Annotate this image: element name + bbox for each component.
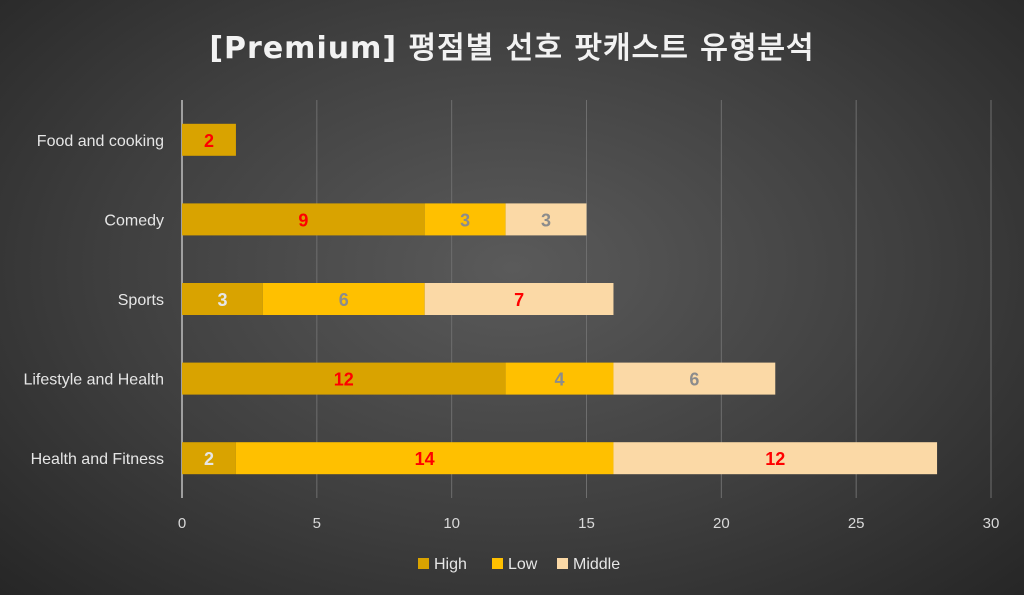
- data-label: 9: [298, 210, 308, 230]
- category-label: Health and Fitness: [31, 451, 164, 468]
- data-label: 3: [460, 210, 470, 230]
- bar-segment-middle: [613, 362, 776, 395]
- bar-segment-middle: [613, 442, 938, 475]
- category-label: Food and cooking: [37, 133, 164, 150]
- legend-swatch-middle: [557, 558, 568, 569]
- data-label: 7: [514, 290, 524, 310]
- bar-segment-high: [182, 123, 236, 156]
- legend-swatch-low: [492, 558, 503, 569]
- legend-label: Low: [508, 556, 538, 573]
- data-label: 6: [339, 290, 349, 310]
- x-tick-label: 15: [578, 515, 595, 532]
- legend-label: High: [434, 556, 467, 573]
- bars: [182, 123, 938, 475]
- x-tick-label: 0: [178, 515, 186, 532]
- data-label: 12: [765, 449, 785, 469]
- data-label: 3: [541, 210, 551, 230]
- category-label: Sports: [118, 292, 164, 309]
- x-tick-label: 25: [848, 515, 865, 532]
- bar-segment-low: [505, 362, 614, 395]
- x-tick-label: 30: [983, 515, 1000, 532]
- data-label: 6: [689, 370, 699, 390]
- bar-segment-high: [182, 442, 236, 475]
- bar-segment-middle: [424, 283, 614, 315]
- chart-title: [Premium] 평점별 선호 팟캐스트 유형분석: [209, 31, 814, 66]
- bar-segment-middle: [505, 203, 587, 236]
- gridlines: [181, 100, 992, 498]
- legend-label: Middle: [573, 556, 620, 573]
- category-labels: Food and cooking Comedy Sports Lifestyle an…: [23, 133, 164, 468]
- data-label: 4: [555, 370, 565, 390]
- category-label: Lifestyle and Health: [23, 372, 164, 389]
- x-tick-label: 5: [313, 515, 321, 532]
- bar-segment-high: [182, 203, 425, 236]
- legend-swatch-high: [418, 558, 429, 569]
- bar-segment-low: [235, 442, 614, 475]
- data-label: 3: [217, 290, 227, 310]
- bar-segment-high: [182, 283, 263, 315]
- legend: High Low Middle: [418, 556, 620, 573]
- x-axis-ticks: 0 5 10 15 20 25 30: [178, 515, 1000, 532]
- data-label: 2: [204, 449, 214, 469]
- data-label: 14: [415, 449, 435, 469]
- category-label: Comedy: [104, 212, 164, 229]
- x-tick-label: 20: [713, 515, 730, 532]
- bar-segment-high: [182, 362, 506, 395]
- data-label: 12: [334, 370, 354, 390]
- bar-segment-low: [262, 283, 425, 315]
- data-labels: 2 9 3 3 3 6 7 12 4 6 2 14 12: [204, 131, 785, 469]
- bar-segment-low: [424, 203, 506, 236]
- data-label: 2: [204, 131, 214, 151]
- x-tick-label: 10: [443, 515, 460, 532]
